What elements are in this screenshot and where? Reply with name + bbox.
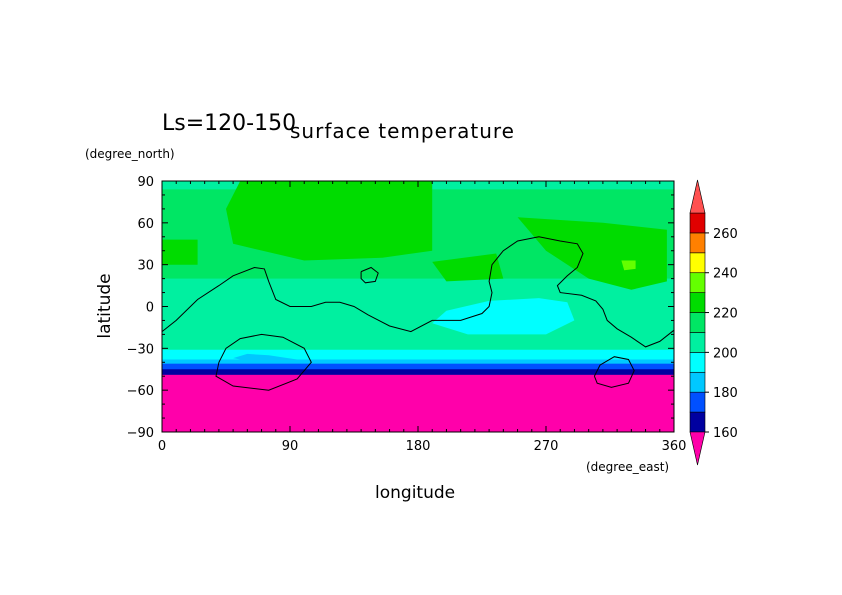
lat-band-6	[162, 359, 674, 365]
colorbar-label: 180	[713, 386, 738, 401]
warm-region-2	[517, 217, 667, 290]
plot-area	[161, 180, 675, 433]
colorbar-label: 260	[713, 227, 738, 242]
colorbar-label: 200	[713, 346, 738, 361]
colorbar-lower-arrow	[689, 431, 706, 466]
x-axis: 0 90 180 270 360	[158, 181, 687, 454]
y-tick-label: 30	[137, 259, 154, 274]
contour-lines	[162, 236, 674, 391]
colorbar-segment	[689, 332, 706, 353]
contour-1	[360, 266, 379, 284]
colorbar-segment	[689, 252, 706, 274]
y-tick-label: 90	[137, 175, 154, 190]
colorbar-segment	[689, 212, 706, 234]
colorbar: 160 180 200 220 240 260	[689, 179, 738, 466]
lat-band-4	[162, 334, 674, 351]
colorbar-label: 220	[713, 307, 738, 322]
lat-band-3	[162, 278, 674, 335]
colorbar-label: 240	[713, 267, 738, 282]
colorbar-segment	[689, 232, 706, 254]
colorbar-segment	[689, 411, 706, 433]
contour-2	[215, 333, 312, 391]
season-subtitle: Ls=120-150	[162, 111, 296, 136]
warm-region-0	[226, 181, 433, 261]
colorbar-segment	[689, 371, 706, 393]
warm-region-4	[621, 260, 636, 271]
x-tick-label: 180	[406, 439, 431, 454]
colorbar-upper-arrow	[689, 179, 706, 214]
chart-title: surface temperature	[290, 119, 515, 143]
lat-band-9	[162, 374, 674, 432]
x-axis-label: longitude	[375, 483, 455, 503]
contour-3	[593, 356, 635, 388]
y-tick-label: −90	[127, 426, 154, 441]
colorbar-segment	[689, 391, 706, 413]
cool-region-1	[233, 353, 298, 361]
y-tick-label: 60	[137, 217, 154, 232]
y-tick-label: −30	[127, 342, 154, 357]
lat-band-8	[162, 369, 674, 376]
y-axis: 90 60 30 0 −30 −60 −90	[127, 175, 674, 441]
lat-band-5	[162, 349, 674, 360]
lat-band-7	[162, 363, 674, 370]
y-axis-label: latitude	[95, 273, 115, 338]
x-tick-label: 270	[534, 439, 559, 454]
y-tick-label: 0	[146, 301, 154, 316]
colorbar-segment	[689, 352, 706, 373]
x-tick-label: 90	[282, 439, 299, 454]
cool-region-0	[432, 298, 575, 335]
y-tick-label: −60	[127, 384, 154, 399]
temperature-fill	[162, 181, 674, 432]
x-tick-label: 360	[662, 439, 687, 454]
colorbar-segment	[689, 272, 706, 293]
colorbar-label: 160	[713, 426, 738, 441]
warm-region-3	[432, 253, 504, 282]
contour-0	[162, 236, 674, 348]
x-tick-label: 0	[158, 439, 166, 454]
x-axis-units: (degree_east)	[586, 460, 669, 474]
y-axis-units: (degree_north)	[85, 147, 175, 161]
warm-region-1	[162, 239, 198, 265]
colorbar-segment	[689, 292, 706, 313]
colorbar-segment	[689, 312, 706, 333]
